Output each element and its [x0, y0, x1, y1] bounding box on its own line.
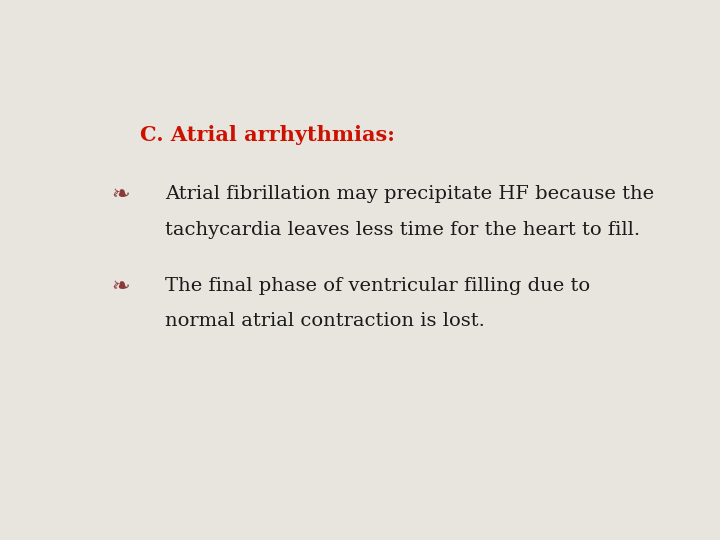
- Text: tachycardia leaves less time for the heart to fill.: tachycardia leaves less time for the hea…: [166, 221, 641, 239]
- Text: The final phase of ventricular filling due to: The final phase of ventricular filling d…: [166, 277, 590, 295]
- FancyBboxPatch shape: [96, 69, 642, 476]
- Text: ❧: ❧: [112, 185, 130, 205]
- Text: normal atrial contraction is lost.: normal atrial contraction is lost.: [166, 312, 485, 330]
- Text: C. Atrial arrhythmias:: C. Atrial arrhythmias:: [140, 125, 395, 145]
- Text: Atrial fibrillation may precipitate HF because the: Atrial fibrillation may precipitate HF b…: [166, 185, 654, 204]
- Text: ❧: ❧: [112, 277, 130, 297]
